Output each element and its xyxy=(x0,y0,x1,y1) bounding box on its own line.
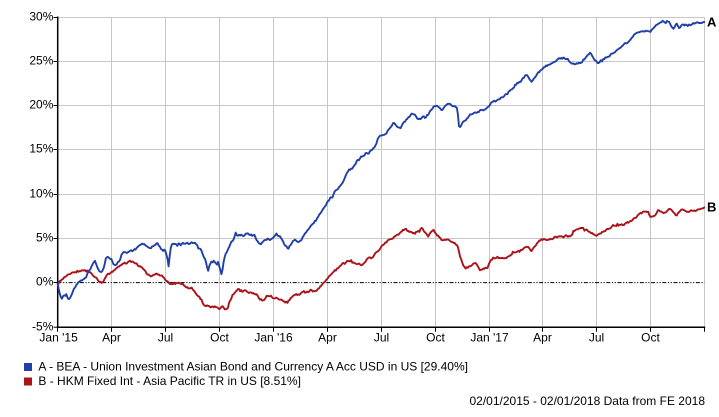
svg-text:20%: 20% xyxy=(29,98,53,112)
svg-text:10%: 10% xyxy=(29,187,53,201)
svg-text:Jul: Jul xyxy=(589,331,604,345)
svg-text:Apr: Apr xyxy=(318,331,337,345)
svg-text:Oct: Oct xyxy=(641,331,660,345)
svg-text:30%: 30% xyxy=(29,10,53,24)
svg-text:B - HKM Fixed Int - Asia Pacif: B - HKM Fixed Int - Asia Pacific TR in U… xyxy=(38,374,301,388)
svg-text:Jan '17: Jan '17 xyxy=(470,331,509,345)
svg-text:Jan '15: Jan '15 xyxy=(39,331,78,345)
svg-text:A: A xyxy=(707,15,717,30)
svg-text:5%: 5% xyxy=(36,231,54,245)
svg-text:Apr: Apr xyxy=(533,331,552,345)
svg-text:B: B xyxy=(707,200,716,215)
svg-text:0%: 0% xyxy=(36,275,54,289)
svg-text:25%: 25% xyxy=(29,54,53,68)
svg-text:Oct: Oct xyxy=(426,331,445,345)
svg-text:A - BEA - Union Investment Asi: A - BEA - Union Investment Asian Bond an… xyxy=(38,360,468,374)
svg-text:02/01/2015 - 02/01/2018 Data f: 02/01/2015 - 02/01/2018 Data from FE 201… xyxy=(470,394,706,408)
svg-text:Oct: Oct xyxy=(210,331,229,345)
svg-text:Jul: Jul xyxy=(374,331,389,345)
svg-text:15%: 15% xyxy=(29,142,53,156)
svg-text:Jul: Jul xyxy=(158,331,173,345)
svg-text:Jan '16: Jan '16 xyxy=(254,331,293,345)
svg-text:Apr: Apr xyxy=(102,331,121,345)
svg-text:-5%: -5% xyxy=(32,319,54,333)
